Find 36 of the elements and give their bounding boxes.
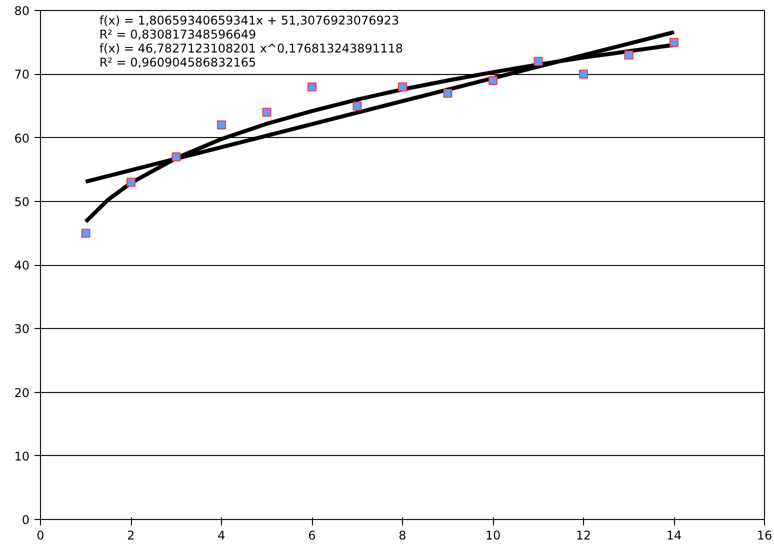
annotation: R² = 0,830817348596649 — [99, 28, 256, 42]
y-tick-label: 60 — [14, 131, 30, 146]
annotation: f(x) = 46,7827123108201 x^0,176813243891118 — [99, 42, 403, 56]
y-tick-label: 0 — [22, 513, 30, 527]
y-tick-label: 40 — [14, 258, 30, 272]
y-tick-label: 70 — [14, 68, 30, 82]
y-tick-label: 20 — [14, 386, 30, 400]
point — [670, 38, 678, 47]
x-tick-label: 10 — [485, 528, 501, 542]
point — [443, 88, 452, 98]
x-tick-label: 0 — [36, 528, 44, 542]
y-tick-label: 50 — [14, 194, 30, 209]
x-tick-label: 14 — [666, 528, 682, 542]
point — [488, 76, 498, 85]
x-tick-label: 16 — [756, 528, 772, 542]
x-tick-label: 4 — [218, 528, 226, 542]
x-tick-label: 6 — [308, 528, 316, 542]
point — [217, 120, 226, 130]
point — [579, 70, 588, 79]
y-tick-label: 80 — [14, 4, 30, 18]
x-tick-label: 8 — [398, 528, 406, 542]
x-tick-label: 12 — [576, 528, 592, 542]
point — [398, 82, 407, 92]
y-tick-label: 10 — [14, 449, 30, 464]
annotation: f(x) = 1,80659340659341x + 51,3076923076923 — [99, 14, 400, 28]
point — [624, 50, 634, 60]
point — [308, 82, 316, 92]
point — [262, 108, 272, 117]
point — [352, 101, 362, 110]
point — [534, 56, 543, 66]
x-tick-label: 2 — [127, 528, 135, 542]
y-tick-label: 30 — [14, 322, 30, 336]
point — [172, 152, 181, 162]
point — [81, 228, 90, 238]
point — [126, 178, 136, 187]
annotation: R² = 0,960904586832165 — [99, 56, 256, 70]
